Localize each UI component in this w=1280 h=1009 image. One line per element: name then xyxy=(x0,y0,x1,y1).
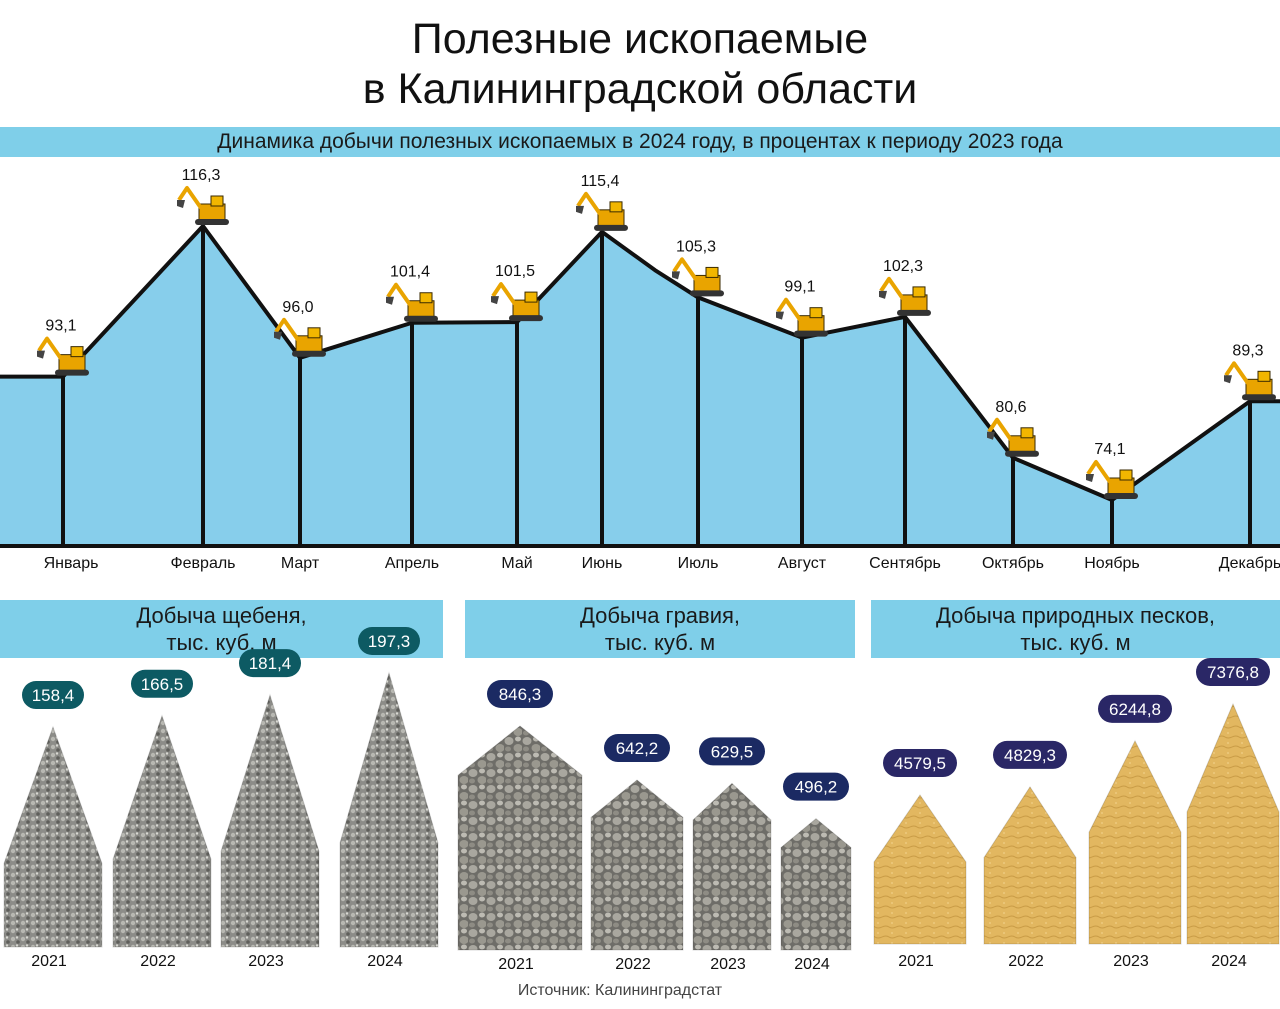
excavator-icon xyxy=(879,276,931,316)
value-badge xyxy=(883,749,957,778)
pile-bar xyxy=(590,779,684,951)
page-title-line2: в Калининградской области xyxy=(362,65,918,113)
month-label: Декабрь xyxy=(1219,555,1280,572)
value-label: 74,1 xyxy=(1094,441,1125,458)
value-badge xyxy=(131,669,193,698)
value-label: 116,3 xyxy=(182,167,221,184)
value-label: 105,3 xyxy=(676,238,716,255)
value-label: 4579,5 xyxy=(894,754,946,773)
pile-bar xyxy=(220,693,320,948)
chart-subtitle: Динамика добычи полезных ископаемых в 20… xyxy=(0,127,1280,157)
value-badge xyxy=(1098,694,1172,723)
value-label: 93,1 xyxy=(45,318,76,335)
value-label: 166,5 xyxy=(141,675,184,694)
excavator-icon xyxy=(491,282,543,322)
area-fill xyxy=(0,226,1280,546)
value-badge xyxy=(358,627,420,655)
value-label: 6244,8 xyxy=(1109,700,1161,719)
year-label: 2021 xyxy=(498,956,534,973)
pile-bar xyxy=(692,782,772,951)
sand-title-line1: Добыча природных песков, xyxy=(936,603,1215,628)
month-label: Май xyxy=(501,555,532,572)
month-label: Ноябрь xyxy=(1084,555,1140,572)
year-label: 2023 xyxy=(710,956,746,973)
excavator-icon xyxy=(576,191,628,231)
month-label: Сентябрь xyxy=(869,555,941,572)
pile-bar xyxy=(780,818,852,951)
excavator-icon xyxy=(1224,361,1276,401)
value-label: 158,4 xyxy=(32,686,75,705)
pile-bar xyxy=(1088,739,1182,945)
year-label: 2022 xyxy=(1008,953,1044,970)
value-badge xyxy=(1196,658,1270,686)
value-label: 89,3 xyxy=(1232,342,1263,359)
value-label: 496,2 xyxy=(795,778,838,797)
value-label: 101,5 xyxy=(495,263,535,280)
value-badge xyxy=(239,649,301,678)
excavator-icon xyxy=(386,282,438,322)
sand-title-line2: тыс. куб. м xyxy=(1020,630,1131,655)
month-label: Апрель xyxy=(385,555,439,572)
month-label: Октябрь xyxy=(982,555,1044,572)
value-badge xyxy=(22,681,84,710)
year-label: 2022 xyxy=(140,953,176,970)
value-badge xyxy=(993,740,1067,769)
value-label: 115,4 xyxy=(581,173,620,190)
monthly-area-chart: 93,1 Январь 116,3 Февраль 96,0 Март 101,4 Апрел… xyxy=(0,167,1280,572)
value-label: 181,4 xyxy=(249,654,292,673)
value-label: 102,3 xyxy=(883,258,923,275)
excavator-icon xyxy=(177,186,229,225)
value-label: 96,0 xyxy=(282,299,313,316)
value-label: 7376,8 xyxy=(1207,663,1259,682)
month-label: Июнь xyxy=(582,555,623,572)
year-label: 2022 xyxy=(615,956,651,973)
month-label: Январь xyxy=(44,555,99,572)
gravel-panel-title: Добыча гравия, тыс. куб. м xyxy=(465,600,855,658)
pile-bar xyxy=(457,725,583,951)
value-label: 629,5 xyxy=(711,742,754,761)
pile-bar xyxy=(983,785,1077,945)
series-line xyxy=(0,224,1280,502)
value-badge xyxy=(604,734,670,763)
month-label: Март xyxy=(281,555,320,572)
value-label: 101,4 xyxy=(390,264,430,281)
gravel-title-line1: Добыча гравия, xyxy=(579,603,741,628)
year-label: 2021 xyxy=(898,953,934,970)
value-label: 846,3 xyxy=(499,685,542,704)
value-badge xyxy=(699,737,765,766)
pile-bar xyxy=(3,725,103,948)
value-badge xyxy=(783,772,849,801)
excavator-icon xyxy=(274,317,326,357)
value-label: 197,3 xyxy=(368,632,411,651)
value-label: 4829,3 xyxy=(1004,746,1056,765)
pile-bar xyxy=(873,794,967,945)
year-label: 2023 xyxy=(248,953,284,970)
year-label: 2024 xyxy=(1211,953,1247,970)
year-label: 2023 xyxy=(1113,953,1149,970)
excavator-icon xyxy=(1086,460,1138,499)
excavator-icon xyxy=(37,336,89,376)
excavator-icon xyxy=(672,257,724,297)
excavator-icon xyxy=(987,417,1039,457)
year-label: 2024 xyxy=(367,953,403,970)
page-title-line1: Полезные ископаемые xyxy=(411,15,869,63)
month-label: Февраль xyxy=(170,555,235,572)
year-label: 2024 xyxy=(794,956,830,973)
crushed-stone-title-line1: Добыча щебеня, xyxy=(136,603,307,628)
pile-bar xyxy=(112,714,212,948)
pile-bar xyxy=(1186,702,1280,945)
value-badge xyxy=(487,680,553,708)
excavator-icon xyxy=(776,297,828,337)
pile-bar xyxy=(339,671,439,948)
year-label: 2021 xyxy=(31,953,67,970)
source-note: Источник: Калининградстат xyxy=(517,982,723,999)
month-label: Август xyxy=(778,555,827,572)
sand-panel-title: Добыча природных песков, тыс. куб. м xyxy=(871,600,1280,658)
value-label: 80,6 xyxy=(995,399,1026,416)
value-label: 642,2 xyxy=(616,739,659,758)
value-label: 99,1 xyxy=(784,279,815,296)
gravel-title-line2: тыс. куб. м xyxy=(604,630,716,655)
month-label: Июль xyxy=(678,555,719,572)
